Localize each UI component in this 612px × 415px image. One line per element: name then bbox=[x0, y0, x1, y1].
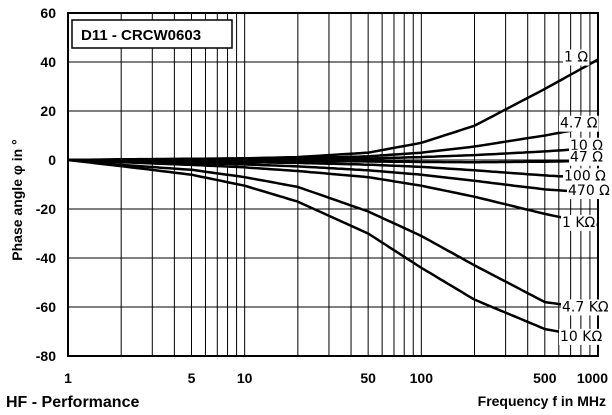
series-layer bbox=[67, 58, 599, 341]
footer-caption: HF - Performance bbox=[6, 394, 139, 411]
x-axis-label: Frequency f in MHz bbox=[478, 393, 606, 409]
x-tick-label: 50 bbox=[360, 370, 376, 386]
x-tick-labels: 1 5 10 50 100 500 1000 bbox=[64, 370, 608, 386]
series-label-bg bbox=[561, 214, 597, 231]
y-tick-label: -40 bbox=[36, 250, 56, 266]
series-label: 100 Ω bbox=[564, 168, 606, 184]
series-label: 4.7 Ω bbox=[560, 116, 598, 132]
x-tick-label: 10 bbox=[237, 370, 253, 386]
x-tick-label: 5 bbox=[188, 370, 196, 386]
y-tick-label: 20 bbox=[40, 103, 56, 119]
y-tick-label: 0 bbox=[48, 152, 56, 168]
y-tick-label: -20 bbox=[36, 201, 56, 217]
series-label-bg bbox=[561, 299, 610, 316]
y-axis-label: Phase angle φ in ° bbox=[9, 139, 25, 260]
x-tick-label: 1 bbox=[64, 370, 72, 386]
series-line bbox=[67, 158, 599, 311]
series-label-bg bbox=[567, 183, 612, 200]
series-label-bg bbox=[563, 49, 590, 66]
series-line bbox=[67, 158, 599, 341]
series-label: 10 KΩ bbox=[560, 329, 602, 345]
series-label-bg bbox=[559, 328, 604, 345]
series-label: 47 Ω bbox=[570, 150, 603, 166]
plot-frame bbox=[67, 12, 599, 357]
series-line bbox=[67, 58, 599, 162]
y-tick-label: -60 bbox=[36, 299, 56, 315]
x-tick-label: 100 bbox=[410, 370, 434, 386]
y-tick-label: 60 bbox=[40, 5, 56, 21]
y-tick-labels: 60 40 20 0 -20 -40 -60 -80 bbox=[36, 5, 56, 364]
series-label: 4.7 KΩ bbox=[562, 299, 609, 315]
series-line bbox=[67, 158, 599, 227]
series-label-bg bbox=[569, 149, 605, 166]
series-label-bg bbox=[559, 115, 599, 132]
series-line bbox=[67, 158, 599, 195]
series-label: 1 KΩ bbox=[562, 215, 596, 231]
series-label-bg bbox=[563, 168, 608, 185]
grid bbox=[68, 13, 598, 356]
series-label: 470 Ω bbox=[568, 183, 610, 199]
title-box bbox=[71, 19, 233, 49]
y-tick-label: -80 bbox=[36, 348, 56, 364]
x-tick-label: 500 bbox=[533, 370, 557, 386]
x-tick-label: 1000 bbox=[577, 370, 608, 386]
y-tick-label: 40 bbox=[40, 54, 56, 70]
chart-title: D11 - CRCW0603 bbox=[81, 27, 201, 44]
series-label: 1 Ω bbox=[564, 50, 588, 66]
